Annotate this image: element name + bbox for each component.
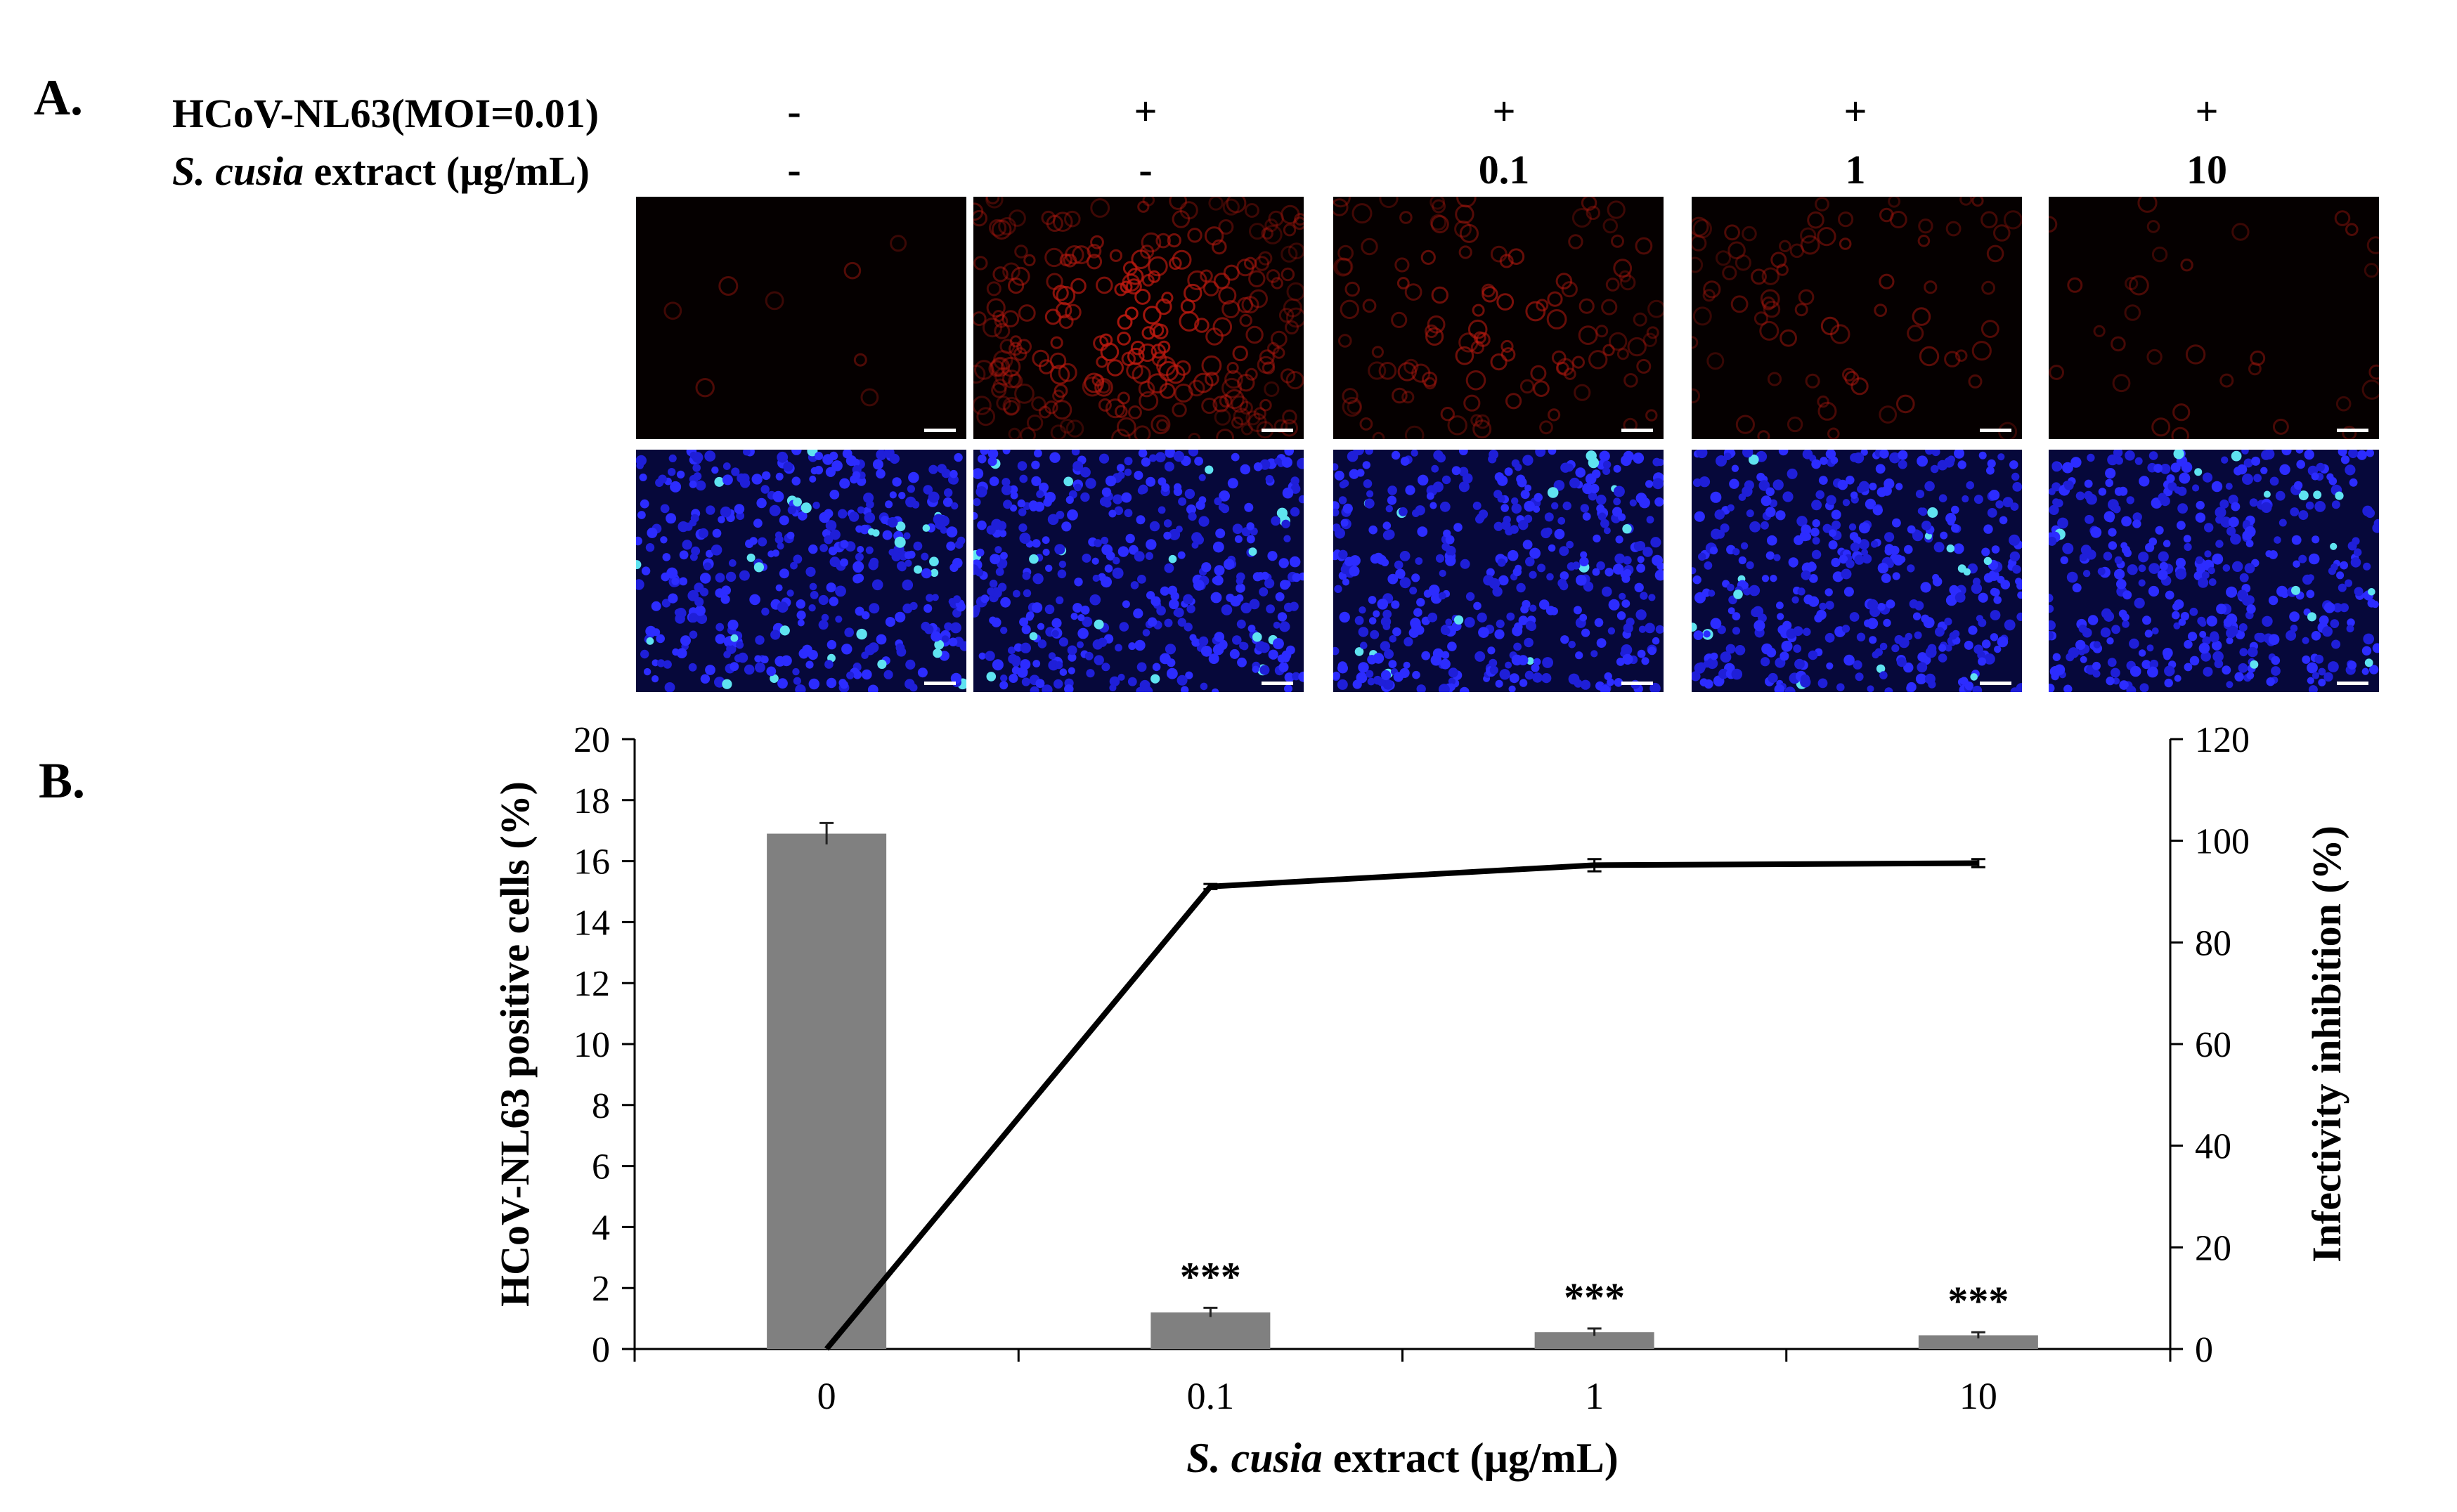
left-y-tick-label: 0 — [592, 1330, 610, 1370]
virus-row-label: HCoV-NL63(MOI=0.01) — [172, 91, 599, 136]
right-y-tick-label: 100 — [2195, 822, 2250, 862]
bar — [767, 833, 887, 1349]
right-y-tick-label: 40 — [2195, 1127, 2231, 1167]
left-y-tick-label: 16 — [573, 842, 610, 882]
x-tick-label: 0 — [817, 1375, 836, 1417]
right-y-axis-title: Infectivity inhibition (%) — [2304, 826, 2349, 1263]
x-axis-title-unit: extract (µg/mL) — [1323, 1435, 1619, 1481]
micrograph-red-channel — [636, 197, 966, 439]
left-y-tick-label: 4 — [592, 1208, 610, 1248]
extract-unit-text: extract (µg/mL) — [303, 148, 590, 194]
micrograph-merged-dapi — [973, 450, 1304, 692]
extract-dose: 10 — [2186, 147, 2227, 193]
virus-sign: + — [1492, 89, 1516, 134]
micrograph-merged-dapi — [1333, 450, 1664, 692]
left-y-tick-label: 12 — [573, 964, 610, 1004]
extract-species-name: S. cusia — [172, 148, 304, 194]
inhibition-line — [824, 860, 1978, 1351]
infectivity-chart: 0 2 4 6 8 10 12 14 16 18 20 0 20 40 60 80 100 120 0 0.1 1 10 *… — [492, 720, 2349, 1481]
left-y-tick-label: 18 — [573, 781, 610, 821]
x-axis-title-species: S. cusia — [1186, 1435, 1322, 1481]
right-y-tick-label: 120 — [2195, 720, 2250, 760]
micrograph-red-channel — [1333, 197, 1664, 439]
left-y-tick-label: 2 — [592, 1269, 610, 1309]
extract-dose: - — [1139, 147, 1153, 193]
bar — [1534, 1332, 1654, 1349]
panel-b-label: B. — [39, 752, 86, 809]
bar — [1918, 1335, 2038, 1349]
left-y-tick-label: 20 — [573, 720, 610, 760]
x-tick-label: 10 — [1959, 1375, 1997, 1417]
significance-marker: *** — [1947, 1278, 2009, 1324]
virus-sign: + — [1843, 89, 1867, 134]
virus-sign: + — [2195, 89, 2219, 134]
left-y-tick-label: 6 — [592, 1147, 610, 1187]
left-y-tick-label: 8 — [592, 1086, 610, 1126]
panel-a-label: A. — [34, 70, 83, 126]
micrograph-red-channel — [973, 197, 1304, 439]
virus-sign: + — [1134, 89, 1158, 134]
right-y-tick-label: 0 — [2195, 1330, 2213, 1370]
left-y-tick-label: 14 — [573, 903, 610, 943]
left-y-axis-title: HCoV-NL63 positive cells (%) — [492, 781, 538, 1307]
micrograph-red-channel — [2049, 197, 2379, 439]
extract-dose: 1 — [1845, 147, 1866, 193]
bar — [1150, 1312, 1271, 1349]
significance-marker: *** — [1180, 1253, 1241, 1299]
x-axis-title: S. cusia extract (µg/mL) — [1186, 1435, 1618, 1481]
extract-row-label: S. cusia extract (µg/mL) — [172, 148, 590, 195]
x-tick-label: 1 — [1585, 1375, 1604, 1417]
right-y-tick-label: 60 — [2195, 1025, 2231, 1065]
right-y-tick-label: 20 — [2195, 1228, 2231, 1268]
extract-dose: 0.1 — [1478, 147, 1530, 193]
left-y-tick-label: 10 — [573, 1025, 610, 1065]
extract-dose: - — [787, 147, 801, 193]
x-tick-label: 0.1 — [1187, 1375, 1235, 1417]
micrograph-merged-dapi — [636, 450, 966, 692]
micrograph-merged-dapi — [1692, 450, 2022, 692]
significance-marker: *** — [1564, 1275, 1625, 1320]
micrograph-merged-dapi — [2049, 450, 2379, 692]
virus-sign: - — [787, 89, 801, 134]
right-y-tick-label: 80 — [2195, 923, 2231, 963]
micrograph-red-channel — [1692, 197, 2022, 439]
